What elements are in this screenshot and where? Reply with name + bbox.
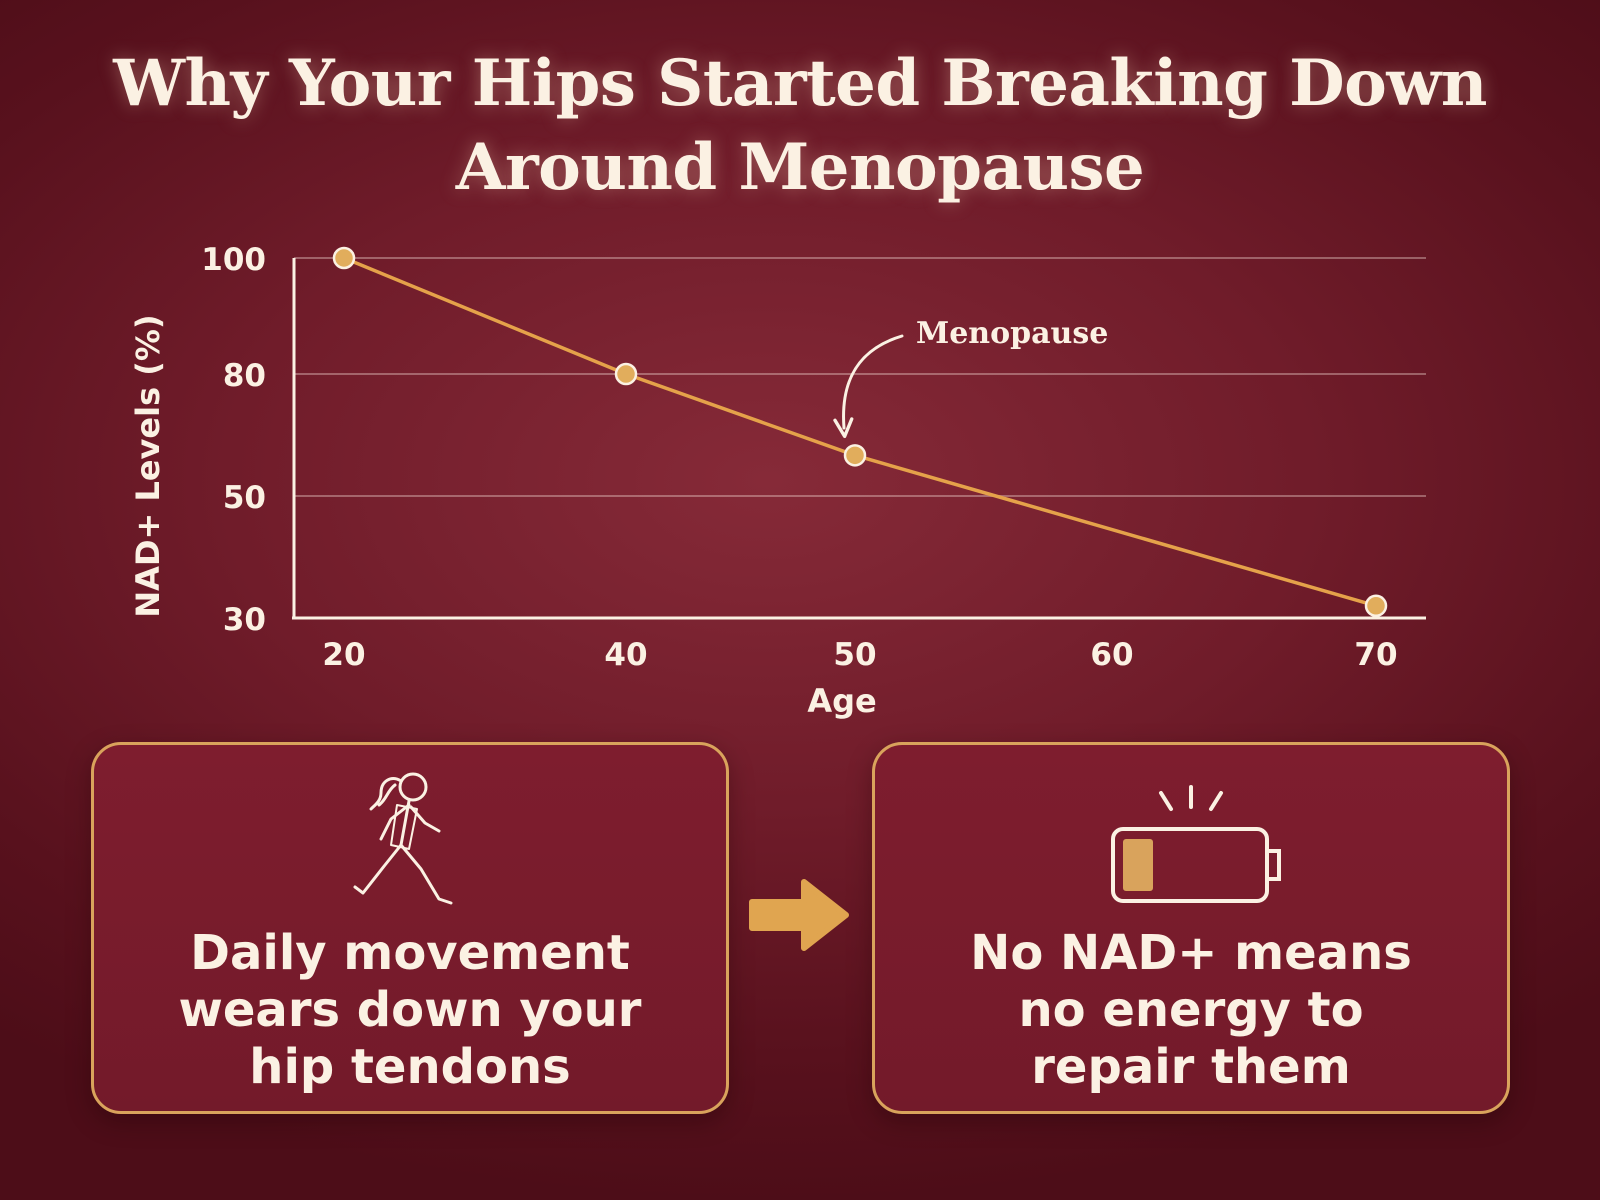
data-points xyxy=(332,246,1388,618)
y-tick-80: 80 xyxy=(223,358,266,394)
x-axis-label: Age xyxy=(807,682,876,720)
card-daily-movement: Daily movement wears down your hip tendo… xyxy=(91,742,729,1114)
data-point-age-70 xyxy=(1364,594,1388,618)
y-axis-label: NAD+ Levels (%) xyxy=(129,314,167,617)
x-tick-60: 60 xyxy=(1090,637,1133,673)
x-tick-50: 50 xyxy=(833,637,876,673)
y-tick-30: 30 xyxy=(223,602,266,638)
series-line xyxy=(343,256,1377,608)
x-tick-40: 40 xyxy=(604,637,647,673)
y-tick-100: 100 xyxy=(201,242,266,278)
page-title: Why Your Hips Started Breaking Down Arou… xyxy=(0,42,1600,210)
x-tick-labels: 20 40 50 60 70 xyxy=(322,637,1397,673)
data-point-age-20 xyxy=(332,246,356,270)
card-no-energy: No NAD+ means no energy to repair them xyxy=(872,742,1510,1114)
y-tick-50: 50 xyxy=(223,480,266,516)
data-point-age-50 xyxy=(843,444,867,467)
x-tick-70: 70 xyxy=(1354,637,1397,673)
card-daily-movement-text: Daily movement wears down your hip tendo… xyxy=(178,925,642,1095)
title-line-2: Around Menopause xyxy=(455,130,1145,205)
right-arrow-icon xyxy=(749,879,849,951)
data-point-age-40 xyxy=(614,362,638,386)
low-battery-icon xyxy=(875,765,1507,915)
x-tick-20: 20 xyxy=(322,637,365,673)
nad-levels-line-chart: 100 80 50 30 20 40 50 60 70 Age NAD+ Levels (%)… xyxy=(129,242,1426,720)
card-no-energy-text: No NAD+ means no energy to repair them xyxy=(970,925,1412,1095)
chart-gridlines xyxy=(294,257,1426,497)
title-line-1: Why Your Hips Started Breaking Down xyxy=(113,46,1487,121)
y-tick-labels: 100 80 50 30 xyxy=(201,242,266,638)
walking-woman-icon xyxy=(94,765,726,915)
menopause-annotation: Menopause xyxy=(916,316,1108,351)
annotation-arrow-icon xyxy=(833,334,904,439)
